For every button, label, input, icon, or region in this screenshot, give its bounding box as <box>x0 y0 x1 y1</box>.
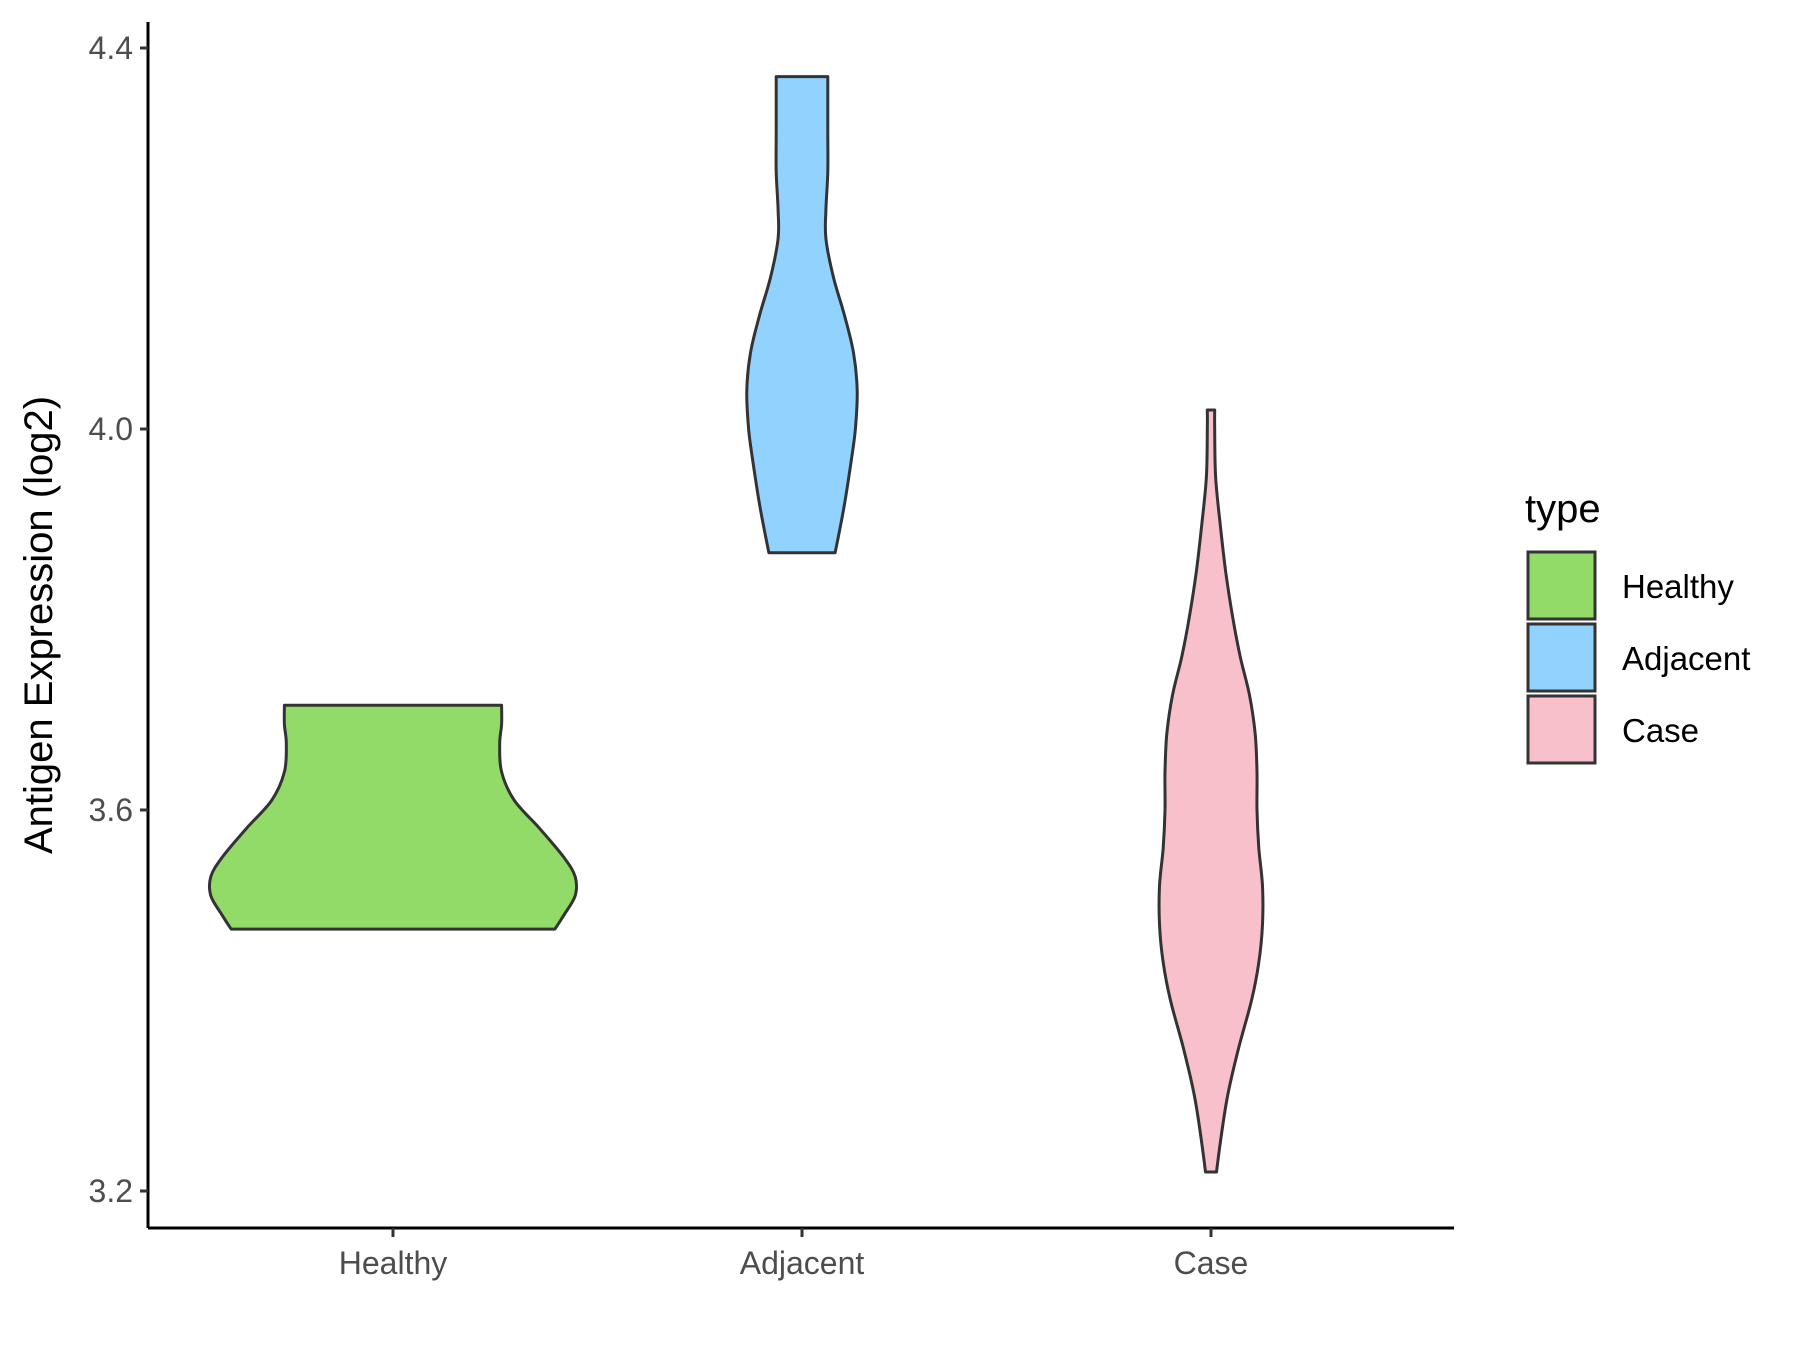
violin-healthy <box>207 703 579 931</box>
y-tick-label: 3.2 <box>89 1173 133 1209</box>
legend-swatch-healthy <box>1526 550 1597 621</box>
legend-label-case: Case <box>1622 712 1699 749</box>
y-tick-label: 3.6 <box>89 792 133 828</box>
violins-layer <box>207 75 1265 1174</box>
y-tick-label: 4.0 <box>89 411 133 447</box>
y-tick-label: 4.4 <box>89 30 133 66</box>
legend: type Healthy Adjacent Case <box>1525 487 1750 765</box>
x-tick-label-adjacent: Adjacent <box>740 1245 865 1281</box>
legend-swatch-case <box>1526 694 1597 765</box>
legend-swatch-adjacent <box>1526 622 1597 693</box>
x-tick-label-healthy: Healthy <box>339 1245 448 1281</box>
violin-case <box>1157 408 1265 1174</box>
legend-items: Healthy Adjacent Case <box>1526 550 1750 765</box>
legend-label-healthy: Healthy <box>1622 568 1734 605</box>
y-axis-title: Antigen Expression (log2) <box>17 396 61 854</box>
y-ticks: 3.2 3.6 4.0 4.4 <box>89 30 148 1209</box>
violin-adjacent <box>745 75 859 555</box>
x-ticks: Healthy Adjacent Case <box>339 1228 1249 1281</box>
legend-title: type <box>1525 487 1601 531</box>
legend-label-adjacent: Adjacent <box>1622 640 1750 677</box>
x-tick-label-case: Case <box>1174 1245 1249 1281</box>
